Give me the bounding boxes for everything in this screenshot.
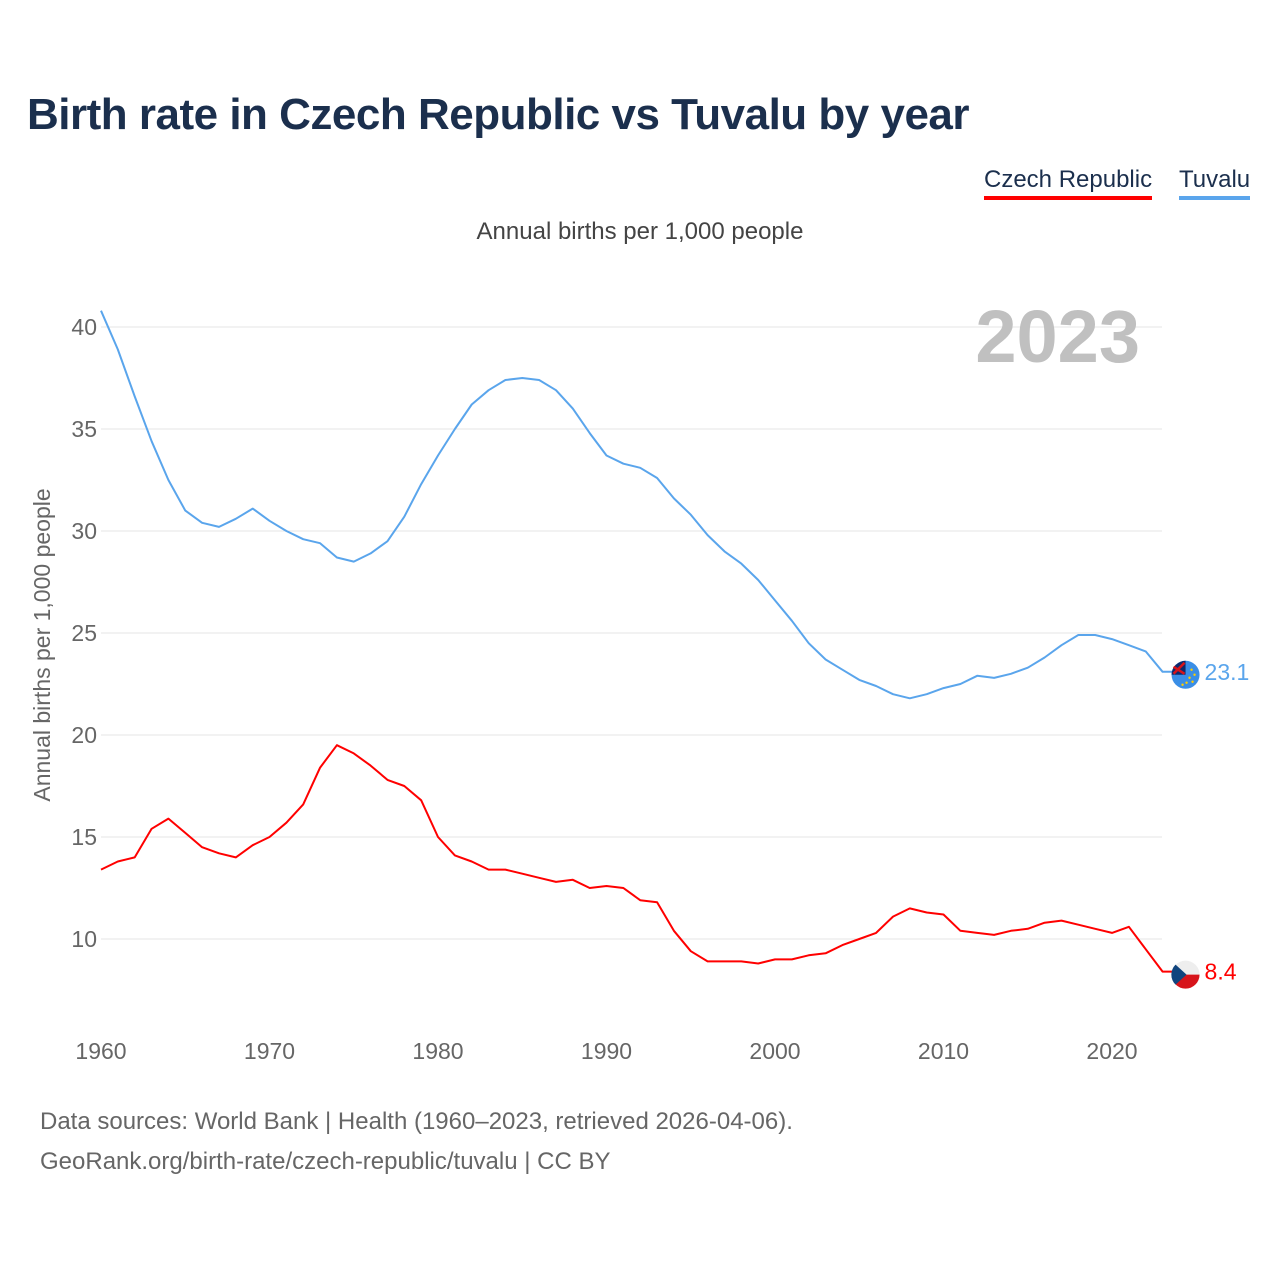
flag-blue [1171,964,1187,985]
y-tick-label: 10 [71,926,97,952]
y-tick-label: 15 [71,824,97,850]
chart-title: Birth rate in Czech Republic vs Tuvalu b… [27,90,970,139]
y-axis-label: Annual births per 1,000 people [29,488,55,801]
flag-star [1185,681,1188,684]
flag-star [1193,673,1196,676]
flag-star [1181,683,1184,686]
end-value-label: 23.1 [1205,659,1250,685]
y-tick-label: 40 [71,314,97,340]
flag-star [1191,680,1194,683]
footer-link[interactable]: GeoRank.org/birth-rate/czech-republic/tu… [40,1148,611,1175]
y-tick-label: 30 [71,518,97,544]
footer-sources: Data sources: World Bank | Health (1960–… [40,1108,793,1135]
end-value-label: 8.4 [1205,959,1237,985]
x-tick-label: 1990 [581,1038,632,1064]
y-tick-label: 20 [71,722,97,748]
x-tick-label: 2020 [1086,1038,1137,1064]
flag-star [1190,668,1193,671]
year-label: 2023 [975,295,1140,378]
x-tick-label: 1970 [244,1038,295,1064]
tuvalu-flag-icon [1171,660,1200,689]
x-tick-label: 2010 [918,1038,969,1064]
series-line-tuvalu [100,310,1175,700]
flag-cross [1172,661,1186,675]
series-line-czech-republic [100,744,1175,973]
y-tick-label: 25 [71,620,97,646]
legend-czech-republic[interactable]: Czech Republic [984,166,1153,200]
flag-star [1188,676,1191,679]
x-tick-label: 2000 [749,1038,800,1064]
x-tick-label: 1980 [412,1038,463,1064]
x-tick-label: 1960 [75,1038,126,1064]
czech-flag-icon [1171,960,1200,989]
legend-tuvalu[interactable]: Tuvalu [1179,166,1251,200]
chart-subtitle: Annual births per 1,000 people [476,218,804,245]
y-tick-label: 35 [71,416,97,442]
